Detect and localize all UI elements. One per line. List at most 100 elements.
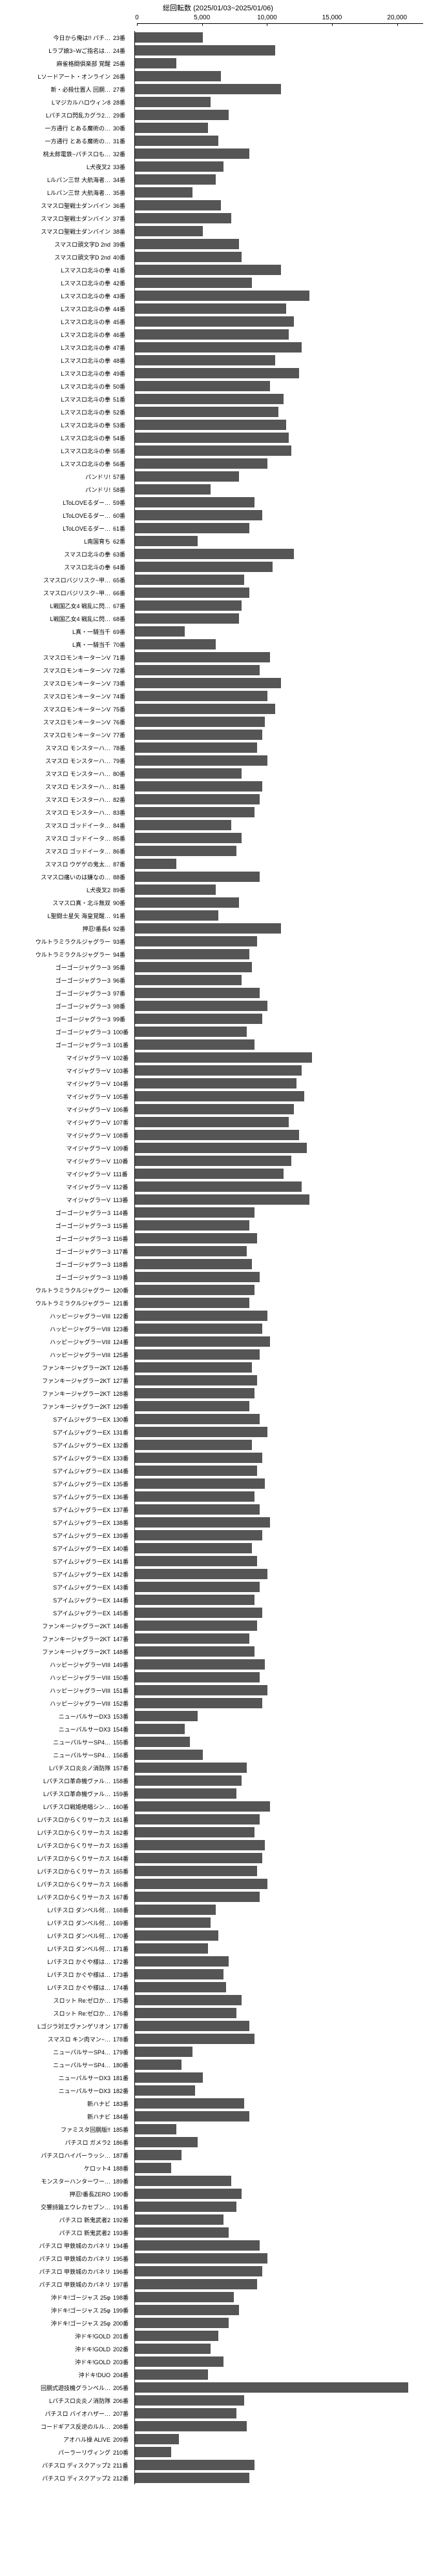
bar [135,2473,249,2483]
row-num: 35番 [113,189,134,197]
row-num: 162番 [113,1828,134,1837]
row-label: パチスロ ガメラ2 [0,2138,113,2147]
chart-row: Lラブ娘3~Wご指名は…24番 [0,44,436,57]
row-label: SアイムジャグラーEX [0,1428,113,1436]
bar [135,2266,262,2276]
bar-track [134,1206,420,1219]
row-label: モンスターハンターワー… [0,2177,113,2185]
bar-track [134,2071,420,2084]
row-label: スマスロ ウゲゲの鬼太… [0,860,113,868]
bar [135,1620,257,1631]
bar [135,239,239,249]
bar [135,600,242,611]
chart-row: LToLOVEるダー…59番 [0,496,436,509]
bar [135,213,231,223]
chart-row: Lパチスロ かぐや様は…173番 [0,1968,436,1981]
bar-track [134,1116,420,1129]
bar [135,2253,267,2264]
row-label: スマスロ ゴッドイータ… [0,821,113,830]
axis-line [137,23,423,24]
chart-row: ニューパルサーDX3182番 [0,2084,436,2097]
row-num: 77番 [113,731,134,739]
bar [135,1775,242,1786]
bar-track [134,457,420,470]
bar [135,1737,190,1747]
row-num: 155番 [113,1738,134,1746]
row-label: L犬夜叉2 [0,163,113,171]
bar-track [134,199,420,212]
bar [135,303,286,314]
bar [135,1840,265,1850]
bar [135,1453,262,1463]
chart-row: ゴーゴージャグラー396番 [0,974,436,986]
bar-track [134,1787,420,1800]
chart-row: パチスロ バイオハザー…207番 [0,2407,436,2420]
row-num: 144番 [113,1596,134,1604]
row-num: 62番 [113,537,134,546]
bar-track [134,2342,420,2355]
row-label: Lパチスロ かぐや様は… [0,1983,113,1992]
bar [135,84,281,94]
bar-track [134,1051,420,1064]
row-num: 156番 [113,1751,134,1759]
row-label: SアイムジャグラーEX [0,1480,113,1488]
bar [135,2227,229,2238]
chart-row: Lパチスロからくりサーカス161番 [0,1813,436,1826]
row-label: Lソードアート・オンライン [0,72,113,81]
tick-mark [137,23,138,26]
chart-row: スマスロモンキーターンV74番 [0,690,436,702]
row-num: 159番 [113,1790,134,1798]
bar [135,1504,260,1515]
bar [135,1466,257,1476]
row-label: L聖闘士星矢 海皇覚醒… [0,912,113,920]
chart-row: ウルトラミラクルジャグラー94番 [0,948,436,961]
bar-track [134,31,420,44]
row-num: 96番 [113,976,134,985]
bar [135,1220,249,1231]
chart-row: スマスロ モンスターハ…81番 [0,780,436,793]
bar [135,1892,260,1902]
row-label: Lスマスロ北斗の拳 [0,331,113,339]
row-num: 70番 [113,640,134,649]
chart-row: 一方通行 とある魔術の…30番 [0,121,436,134]
bar-track [134,250,420,263]
bar-track [134,380,420,393]
bar-track [134,2381,420,2394]
chart-row: Lパチスロ閃乱カグラ2…29番 [0,108,436,121]
row-num: 176番 [113,2009,134,2018]
row-label: ゴーゴージャグラー3 [0,1247,113,1256]
row-num: 198番 [113,2293,134,2302]
chart-row: スマスロ真・北斗無双90番 [0,896,436,909]
bar-track [134,2407,420,2420]
row-num: 181番 [113,2074,134,2082]
bar [135,123,208,133]
chart-row: ハッピージャグラーVIII151番 [0,1684,436,1697]
bar [135,2111,249,2121]
row-label: Lパチスロ戦姫絶唱シン… [0,1803,113,1811]
bar [135,226,203,236]
row-num: 98番 [113,1002,134,1010]
row-num: 119番 [113,1273,134,1282]
bar-track [134,2032,420,2045]
row-label: Lルパン三世 大航海者… [0,189,113,197]
chart-row: 新ハナビ184番 [0,2110,436,2123]
bar-track [134,134,420,147]
bar-track [134,225,420,238]
bar [135,420,286,430]
bar [135,1685,267,1695]
row-label: 交響詩篇エウレカセブン… [0,2203,113,2211]
bar [135,407,278,417]
chart-row: マイジャグラーV109番 [0,1141,436,1154]
chart-row: SアイムジャグラーEX138番 [0,1516,436,1529]
bar-track [134,2174,420,2187]
chart-row: Lパチスロ かぐや様は…172番 [0,1955,436,1968]
row-label: Lパチスロ炎炎ノ消防隊 [0,2397,113,2405]
row-label: ハッピージャグラーVIII [0,1338,113,1346]
bar-track [134,302,420,315]
row-num: 79番 [113,757,134,765]
bar [135,2176,231,2186]
chart-row: LToLOVEるダー…61番 [0,522,436,535]
chart-row: Lスマスロ北斗の拳41番 [0,263,436,276]
bar [135,1930,218,1941]
row-label: Lパチスロ革命機ヴァル… [0,1777,113,1785]
